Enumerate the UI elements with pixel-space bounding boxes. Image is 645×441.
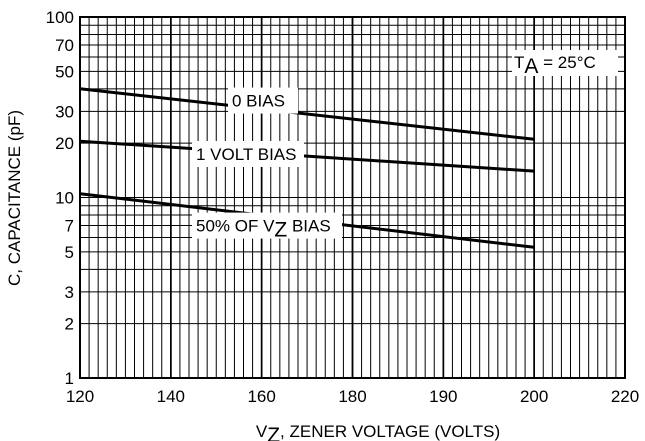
y-tick-label: 10: [55, 189, 74, 208]
x-axis-title: VZ, ZENER VOLTAGE (VOLTS): [256, 422, 500, 441]
series-label-2: 50% OF VZ BIAS: [196, 217, 331, 242]
series-line-0: [79, 87, 535, 141]
x-tick-label: 120: [66, 387, 94, 406]
series-line-1: [79, 139, 535, 173]
y-tick-label: 20: [55, 134, 74, 153]
x-tick-labels: 120 140 160 180 190 200 220: [66, 387, 639, 406]
y-axis-title: C, CAPACITANCE (pF): [5, 110, 24, 286]
y-tick-label: 7: [65, 216, 74, 235]
y-tick-label: 30: [55, 102, 74, 121]
y-tick-label: 100: [46, 8, 74, 27]
y-tick-labels: 1 2 3 5 7 10 20 30 50 70 100: [46, 8, 74, 388]
series-label-0: 0 BIAS: [232, 92, 285, 111]
y-tick-label: 3: [65, 283, 74, 302]
x-tick-label: 200: [520, 387, 548, 406]
x-tick-label: 220: [611, 387, 639, 406]
y-tick-label: 2: [65, 315, 74, 334]
series-label-bg: [192, 140, 304, 167]
y-tick-label: 1: [65, 369, 74, 388]
y-tick-label: 70: [55, 36, 74, 55]
series-label-bg: [192, 212, 342, 239]
x-tick-label: 160: [247, 387, 275, 406]
x-tick-label: 190: [429, 387, 457, 406]
series-labels: 0 BIAS 1 VOLT BIAS 50% OF VZ BIAS: [192, 87, 342, 242]
temperature-annotation: TA = 25°C: [514, 53, 596, 78]
series-label-bg: [228, 87, 298, 114]
x-tick-label: 140: [157, 387, 185, 406]
x-tick-label: 180: [338, 387, 366, 406]
y-tick-label: 5: [65, 243, 74, 262]
plot-frame: [79, 16, 626, 379]
annotation-bg: [512, 50, 618, 76]
series-label-1: 1 VOLT BIAS: [196, 145, 296, 164]
y-tick-label: 50: [55, 62, 74, 81]
